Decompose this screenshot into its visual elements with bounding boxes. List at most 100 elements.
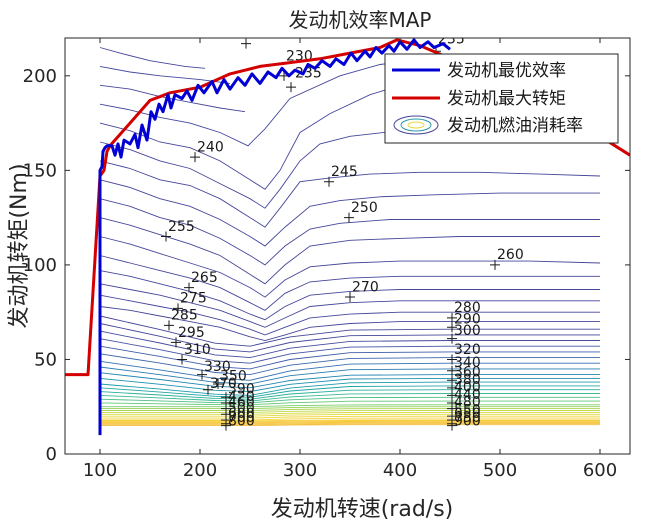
contour-label-15: 295 (178, 325, 205, 341)
contour-line-lower-7 (99, 366, 600, 385)
chart-title: 发动机效率MAP (289, 8, 432, 32)
contour-label-marker-5 (324, 176, 334, 187)
contour-line-lower-16 (100, 404, 600, 408)
contour-label-12: 280 (454, 300, 481, 316)
contour-label-6: 250 (351, 200, 378, 216)
contour-line-lower-17 (100, 406, 600, 410)
contour-label-33: 600 (228, 406, 255, 422)
contour-label-13: 285 (171, 308, 198, 324)
contour-label-group: 2252302352352402452502552602652702752802… (161, 26, 524, 431)
contour-line-lower-1 (99, 323, 600, 353)
contour-line-lower-0 (99, 315, 600, 347)
contour-line-upper-13 (99, 283, 600, 328)
plot-frame (64, 37, 631, 455)
contour-line-lower-24 (100, 419, 600, 422)
contour-label-17: 310 (184, 342, 211, 358)
contour-label-29: 460 (228, 395, 255, 411)
series-line-optimal-efficiency (98, 38, 451, 436)
contour-label-marker-6 (344, 212, 354, 223)
contour-label-marker-0 (241, 38, 251, 49)
contour-label-4: 240 (197, 140, 224, 156)
contour-label-14: 290 (454, 312, 481, 328)
y-axis-ticks: 0 50 100 150 200 (23, 66, 630, 465)
x-tick-label-3: 400 (383, 460, 417, 481)
contour-line-lower-27 (100, 422, 600, 425)
contour-label-38: 900 (454, 414, 481, 430)
contour-line-lower-2 (99, 330, 600, 359)
contour-label-marker-17 (177, 354, 187, 365)
contour-line-lower-11 (99, 385, 600, 398)
contour-line-upper-6 (99, 160, 601, 228)
x-axis-title: 发动机转速(rad/s) (271, 497, 454, 522)
contour-line-lower-18 (100, 408, 600, 411)
contour-label-35: 700 (228, 410, 255, 426)
contour-label-0: 225 (250, 26, 277, 42)
contour-label-marker-21 (213, 379, 223, 390)
contour-label-marker-23 (203, 384, 213, 395)
contour-label-30: 480 (454, 395, 481, 411)
contour-line-lower-20 (100, 411, 600, 415)
contour-label-26: 400 (454, 380, 481, 396)
contour-line-lower-19 (100, 410, 600, 413)
contour-line-lower-13 (99, 393, 600, 402)
contour-line-lower-10 (99, 381, 600, 396)
contour-label-21: 350 (220, 368, 247, 384)
contour-label-18: 320 (454, 342, 481, 358)
contour-label-marker-18 (447, 354, 457, 365)
contour-label-marker-14 (447, 322, 457, 333)
y-tick-label-3: 150 (23, 160, 57, 181)
contour-label-marker-11 (173, 303, 183, 314)
legend-label-fuel-consumption: 发动机燃油消耗率 (447, 116, 583, 136)
contour-label-2: 235 (438, 32, 465, 48)
contour-label-marker-3 (286, 82, 296, 93)
contour-label-11: 275 (180, 291, 207, 307)
contour-label-marker-13 (164, 320, 174, 331)
contour-label-marker-37 (221, 420, 231, 431)
contour-line-upper-11 (99, 255, 600, 311)
contour-label-31: 500 (228, 400, 255, 416)
contour-label-27: 420 (228, 389, 255, 405)
contour-line-upper-14 (99, 294, 600, 336)
contour-line-lower-29 (100, 424, 600, 427)
contour-label-19: 330 (204, 359, 231, 375)
contour-label-marker-8 (490, 259, 500, 270)
contour-line-lower-21 (100, 413, 600, 417)
contour-line-lower-4 (99, 345, 600, 370)
contour-label-marker-10 (345, 292, 355, 303)
contour-label-9: 265 (191, 270, 218, 286)
contour-label-marker-12 (447, 312, 457, 323)
x-tick-label-1: 200 (183, 460, 217, 481)
contour-line-upper-0 (99, 47, 206, 69)
contour-label-24: 380 (454, 372, 481, 388)
contour-label-20: 340 (454, 355, 481, 371)
contour-label-marker-7 (161, 231, 171, 242)
contour-line-lower-5 (99, 353, 600, 376)
contour-label-36: 750 (454, 410, 481, 426)
contour-line-lower-6 (99, 360, 600, 381)
legend: 发动机最优效率 发动机最大转矩 发动机燃油消耗率 (384, 53, 619, 144)
contour-label-32: 550 (454, 402, 481, 418)
contour-line-lower-9 (99, 377, 600, 393)
contour-line-upper-1 (99, 65, 231, 84)
x-axis-ticks: 100 200 300 400 500 600 (83, 38, 617, 481)
contour-line-lower-23 (100, 417, 600, 421)
y-tick-label-0: 0 (46, 444, 57, 465)
contour-line-lower-25 (100, 420, 600, 423)
contour-line-lower-26 (100, 421, 600, 424)
contour-label-25: 390 (228, 382, 255, 398)
legend-label-max-torque: 发动机最大转矩 (447, 89, 566, 109)
contour-line-upper-15 (99, 306, 600, 341)
legend-label-optimal-efficiency: 发动机最优效率 (447, 61, 566, 81)
contour-label-34: 650 (454, 406, 481, 422)
contour-label-23: 370 (210, 376, 237, 392)
x-tick-label-4: 500 (483, 460, 517, 481)
contour-line-lower-14 (99, 396, 600, 404)
contour-label-7: 255 (168, 219, 195, 235)
y-axis-title: 发动机转矩(Nm) (7, 163, 32, 328)
contour-label-marker-15 (171, 337, 181, 348)
contour-line-upper-12 (99, 270, 600, 321)
fuel-consumption-contours (99, 47, 601, 427)
contour-label-marker-20 (447, 365, 457, 376)
contour-line-lower-15 (99, 400, 600, 406)
